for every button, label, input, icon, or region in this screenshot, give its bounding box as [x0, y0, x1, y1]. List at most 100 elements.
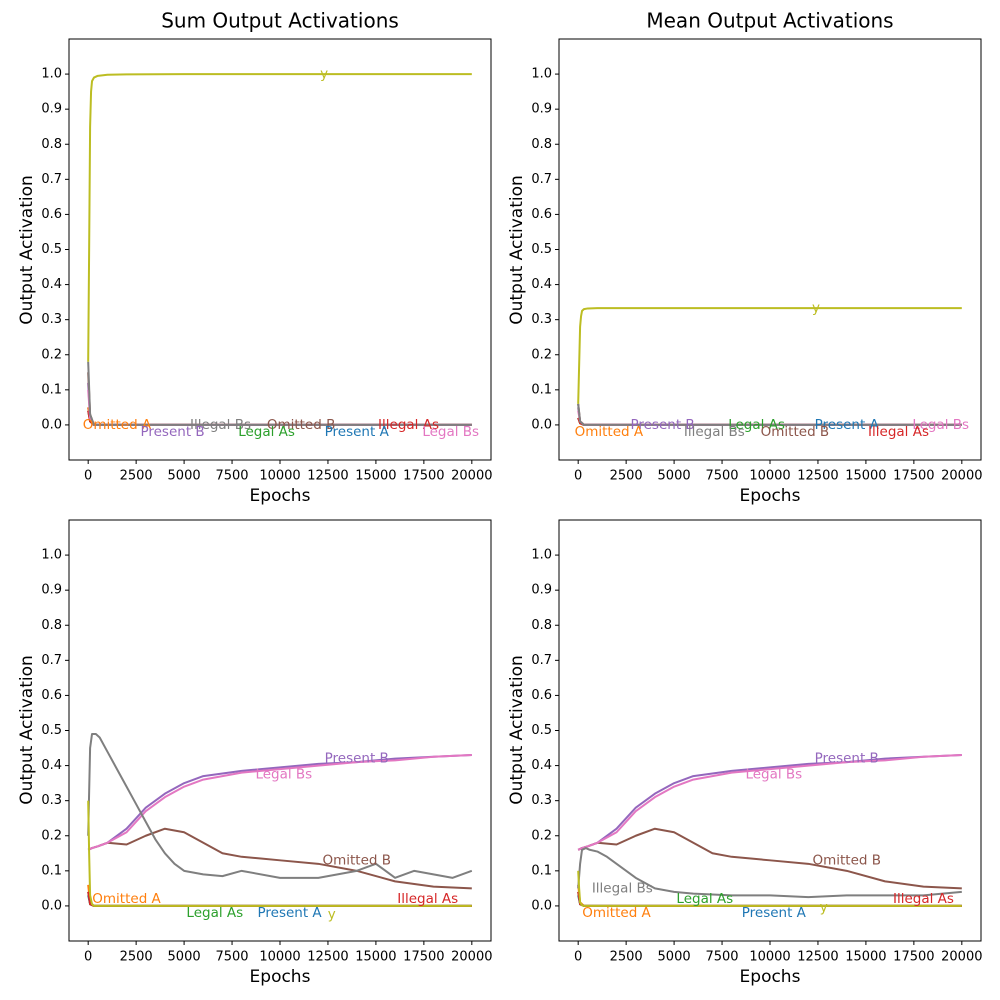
series-label: Illegal Bs: [684, 424, 745, 440]
x-tick-label: 15000: [845, 950, 886, 965]
series-lines: [577, 307, 962, 426]
chart-title: Mean Output Activations: [646, 9, 893, 33]
series-label: Present A: [257, 905, 322, 921]
y-tick-label: 0.2: [41, 347, 62, 362]
x-tick-label: 12500: [797, 950, 838, 965]
x-tick-label: 12500: [307, 950, 348, 965]
series-line: [87, 733, 473, 879]
x-tick-label: 15000: [355, 469, 396, 484]
series-line: [577, 847, 962, 899]
series-label: Illegal As: [378, 417, 439, 433]
y-tick-label: 0.6: [41, 207, 62, 222]
x-tick-label: 7500: [705, 950, 738, 965]
series-label: Omitted B: [761, 424, 830, 440]
x-tick-label: 7500: [215, 469, 248, 484]
y-tick-label: 0.0: [41, 898, 62, 913]
x-tick-label: 12500: [797, 469, 838, 484]
x-tick-label: 5000: [168, 469, 201, 484]
x-tick-label: 17500: [403, 469, 444, 484]
y-tick-label: 1.0: [41, 548, 62, 563]
y-tick-label: 0.0: [531, 898, 552, 913]
chart-title: Sum Output Activations: [161, 9, 399, 33]
y-tick-label: 0.1: [531, 382, 552, 397]
y-tick-label: 0.5: [531, 242, 552, 257]
series-line: [577, 754, 962, 851]
series-line: [577, 403, 962, 426]
series-label: Present B: [630, 417, 694, 433]
chart-panel-4: 0.0 0.1 0.2 0.3 0.4 0.5 0.6 0.7 0.8 0.9 1.0 0 2500 50…: [507, 519, 982, 987]
chart-panel-2: Mean Output Activations 0.0 0.1 0.2 0.3 0.4 0.…: [507, 9, 982, 507]
plot-frame: [558, 38, 982, 461]
series-label: Present A: [325, 424, 390, 440]
series-label: Illegal As: [397, 891, 458, 907]
series-line: [87, 800, 472, 907]
series-label: Omitted B: [322, 852, 391, 868]
x-tick-label: 12500: [307, 469, 348, 484]
y-axis-label: Output Activation: [507, 175, 527, 325]
series-label: y: [812, 300, 820, 316]
y-tick-label: 0.7: [531, 653, 552, 668]
x-tick-label: 17500: [893, 950, 934, 965]
y-tick-label: 0.3: [41, 312, 62, 327]
series-lines: [87, 73, 472, 426]
plot-frame: [68, 38, 492, 461]
y-tick-label: 0.6: [531, 207, 552, 222]
x-axis-label: Epochs: [740, 486, 801, 506]
y-tick-label: 0.3: [531, 312, 552, 327]
y-axis-label: Output Activation: [507, 655, 527, 805]
y-tick-label: 0.8: [41, 618, 62, 633]
y-tick-label: 0.5: [41, 723, 62, 738]
x-tick-label: 5000: [168, 950, 201, 965]
x-tick-label: 15000: [845, 469, 886, 484]
y-tick-label: 0.9: [531, 102, 552, 117]
series-label: Present A: [815, 417, 880, 433]
series-lines: [87, 733, 473, 907]
x-axis-label: Epochs: [740, 967, 801, 987]
y-tick-label: 0.9: [41, 102, 62, 117]
series-label: Present B: [140, 424, 204, 440]
series-label: Omitted B: [812, 852, 881, 868]
series-label: Omitted A: [83, 417, 152, 433]
y-tick-label: 0.6: [41, 688, 62, 703]
chart-panel-3: 0.0 0.1 0.2 0.3 0.4 0.5 0.6 0.7 0.8 0.9 1.0 0 2500 50…: [17, 519, 492, 987]
x-tick-label: 2500: [120, 469, 153, 484]
x-tick-label: 10000: [259, 469, 300, 484]
series-label: Legal As: [186, 905, 243, 921]
x-axis-label: Epochs: [250, 967, 311, 987]
series-label: y: [328, 907, 336, 923]
x-tick-label: 17500: [403, 950, 444, 965]
x-tick-label: 15000: [355, 950, 396, 965]
x-tick-label: 0: [574, 469, 582, 484]
series-label: Illegal As: [868, 424, 929, 440]
series-label: Illegal Bs: [190, 417, 251, 433]
y-tick-label: 1.0: [41, 67, 62, 82]
y-tick-label: 1.0: [531, 548, 552, 563]
series-label: Present B: [325, 751, 389, 767]
y-tick-label: 0.4: [41, 758, 62, 773]
series-label: Legal As: [728, 417, 785, 433]
series-label: Legal As: [238, 424, 295, 440]
x-tick-label: 2500: [610, 469, 643, 484]
y-tick-label: 0.7: [41, 172, 62, 187]
x-tick-label: 7500: [705, 469, 738, 484]
y-tick-label: 0.5: [41, 242, 62, 257]
series-line: [577, 307, 962, 404]
x-tick-label: 20000: [941, 469, 982, 484]
series-line: [87, 827, 472, 890]
series-label: Illegal Bs: [592, 880, 653, 896]
chart-panel-1: Sum Output Activations 0.0 0.1 0.2 0.3 0.4 0.5…: [17, 9, 492, 507]
y-tick-label: 0.8: [531, 618, 552, 633]
x-tick-label: 20000: [451, 469, 492, 484]
x-tick-label: 0: [84, 950, 92, 965]
y-tick-label: 0.0: [531, 417, 552, 432]
series-label: y: [320, 66, 328, 82]
series-label: Legal Bs: [745, 766, 802, 782]
series-label: Legal Bs: [422, 424, 479, 440]
x-tick-label: 0: [84, 469, 92, 484]
series-label: Legal Bs: [255, 766, 312, 782]
series-label: Present A: [742, 905, 807, 921]
x-tick-label: 2500: [120, 950, 153, 965]
y-tick-label: 0.5: [531, 723, 552, 738]
y-tick-label: 0.8: [531, 137, 552, 152]
x-tick-label: 7500: [215, 950, 248, 965]
